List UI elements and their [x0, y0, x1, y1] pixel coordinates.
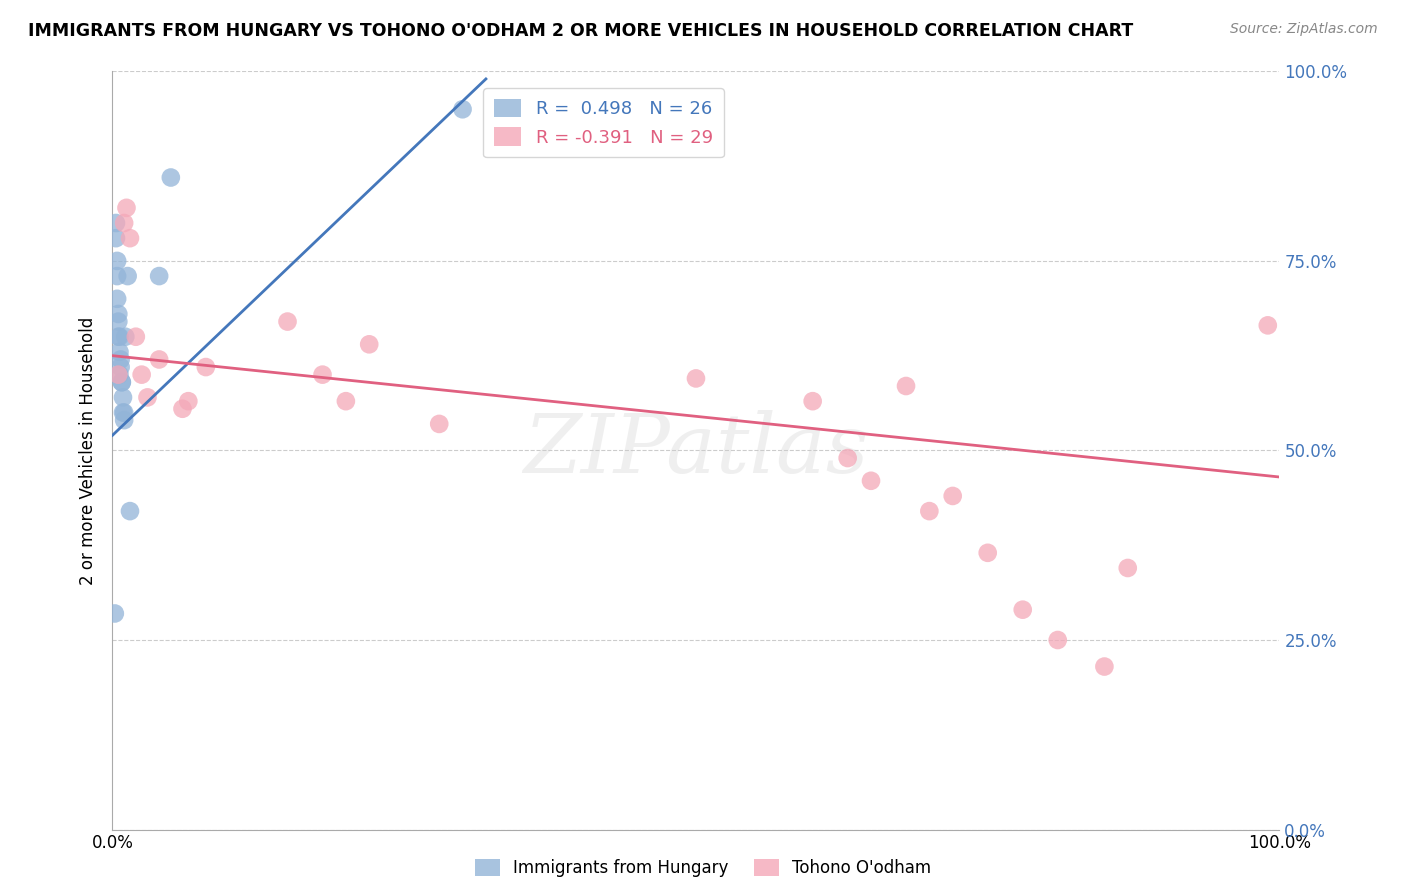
Point — [194, 359, 217, 375]
Point — [110, 352, 132, 367]
Point — [114, 330, 136, 344]
Point — [108, 330, 131, 344]
Point — [111, 376, 134, 390]
Point — [427, 417, 450, 431]
Point — [107, 307, 129, 321]
Point — [976, 546, 998, 560]
Point — [107, 314, 129, 328]
Text: ZIPatlas: ZIPatlas — [523, 410, 869, 491]
Point — [837, 451, 859, 466]
Point — [104, 216, 127, 230]
Legend: Immigrants from Hungary, Tohono O'odham: Immigrants from Hungary, Tohono O'odham — [468, 852, 938, 884]
Point — [148, 269, 170, 284]
Point — [115, 201, 138, 215]
Text: Source: ZipAtlas.com: Source: ZipAtlas.com — [1230, 22, 1378, 37]
Point — [685, 371, 707, 385]
Point — [118, 504, 141, 518]
Point — [107, 368, 129, 382]
Point — [111, 405, 134, 420]
Point — [108, 368, 131, 382]
Point — [131, 368, 153, 382]
Point — [125, 330, 148, 344]
Point — [177, 394, 200, 409]
Point — [111, 391, 134, 405]
Point — [136, 391, 159, 405]
Point — [1011, 603, 1033, 617]
Point — [1257, 318, 1279, 333]
Point — [105, 269, 128, 284]
Point — [359, 337, 381, 351]
Point — [172, 401, 194, 416]
Point — [107, 330, 129, 344]
Point — [918, 504, 941, 518]
Point — [451, 103, 474, 117]
Point — [1094, 659, 1116, 673]
Point — [110, 359, 132, 375]
Point — [104, 607, 127, 621]
Point — [801, 394, 824, 409]
Point — [104, 231, 127, 245]
Text: IMMIGRANTS FROM HUNGARY VS TOHONO O'ODHAM 2 OR MORE VEHICLES IN HOUSEHOLD CORREL: IMMIGRANTS FROM HUNGARY VS TOHONO O'ODHA… — [28, 22, 1133, 40]
Point — [942, 489, 965, 503]
Point — [111, 376, 134, 390]
Point — [1116, 561, 1139, 575]
Point — [112, 413, 135, 427]
Point — [1046, 633, 1069, 648]
Point — [117, 269, 139, 284]
Point — [112, 405, 135, 420]
Point — [860, 474, 883, 488]
Point — [160, 170, 183, 185]
Point — [105, 292, 128, 306]
Point — [276, 314, 298, 328]
Point — [105, 253, 128, 268]
Point — [112, 216, 135, 230]
Point — [148, 352, 170, 367]
Point — [108, 344, 131, 359]
Point — [311, 368, 333, 382]
Point — [335, 394, 357, 409]
Legend: R =  0.498   N = 26, R = -0.391   N = 29: R = 0.498 N = 26, R = -0.391 N = 29 — [484, 88, 724, 157]
Point — [118, 231, 141, 245]
Y-axis label: 2 or more Vehicles in Household: 2 or more Vehicles in Household — [79, 317, 97, 584]
Point — [894, 379, 917, 393]
